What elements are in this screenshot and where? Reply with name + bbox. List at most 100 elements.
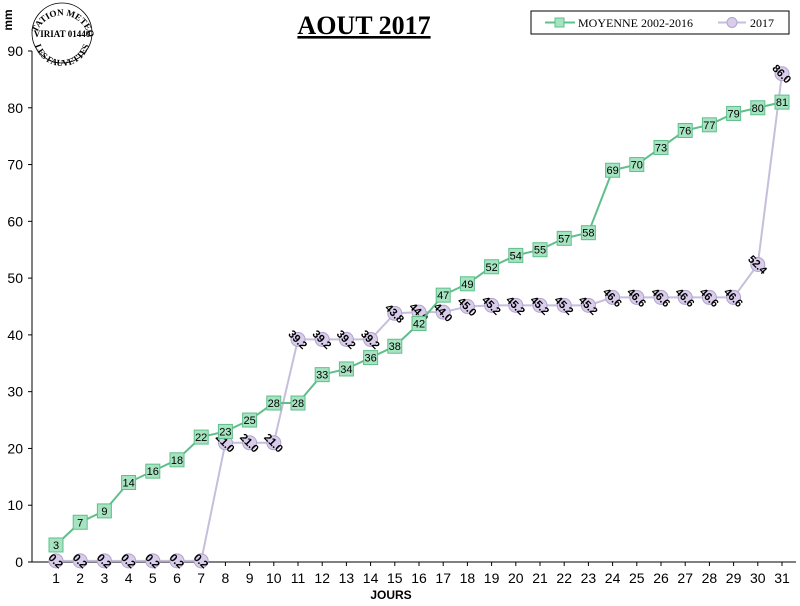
chart-title: AOUT 2017 — [297, 11, 430, 40]
series-2017-data-label: 0.2 — [70, 552, 89, 571]
series-moyenne-point — [774, 94, 790, 110]
series-moyenne-data-label: 73 — [655, 143, 667, 155]
series-2017-data-label: 0.2 — [118, 552, 137, 571]
series-2017-point — [314, 331, 330, 347]
series-moyenne-data-label: 47 — [437, 290, 449, 302]
y-tick-label: 70 — [7, 157, 23, 173]
x-tick-label: 18 — [460, 570, 476, 586]
x-tick-label: 31 — [774, 570, 790, 586]
series-2017-point — [556, 297, 572, 313]
series-2017-point — [48, 553, 64, 569]
series-2017-data-label: 45.2 — [552, 294, 576, 318]
series-2017-data-label: 46.6 — [624, 286, 648, 310]
series-2017-point — [242, 435, 258, 451]
y-tick-label: 30 — [7, 384, 23, 400]
series-2017-data-label: 52.4 — [745, 253, 769, 277]
series-moyenne-point — [459, 276, 475, 292]
x-tick-label: 11 — [291, 570, 306, 586]
series-2017-data-label: 46.6 — [600, 286, 624, 310]
y-ticks: 0 10 20 30 40 50 60 70 80 90 — [7, 43, 32, 570]
series-moyenne-data-label: 55 — [534, 245, 546, 257]
series-moyenne-point — [580, 225, 596, 241]
series-moyenne-point — [750, 100, 766, 116]
series-moyenne-point — [48, 537, 64, 553]
series-moyenne-data-label: 23 — [219, 426, 231, 438]
series-2017-data-label: 0.2 — [167, 552, 186, 571]
x-tick-label: 19 — [484, 570, 500, 586]
legend: MOYENNE 2002-2016 2017 — [530, 10, 790, 35]
x-tick-label: 3 — [101, 570, 109, 586]
series-moyenne-point — [677, 122, 693, 138]
series-moyenne-point — [605, 162, 621, 178]
series-2017-data-label: 21.0 — [261, 432, 285, 456]
legend-marker-avg — [554, 17, 565, 28]
series-moyenne-point — [242, 412, 258, 428]
series-moyenne-data-label: 77 — [703, 120, 715, 132]
y-axis-label: mm — [1, 9, 15, 30]
series-moyenne-data-label: 14 — [122, 478, 134, 490]
x-tick-label: 6 — [173, 570, 181, 586]
legend-marker-2017 — [726, 17, 738, 28]
x-tick-label: 17 — [435, 570, 451, 586]
series-moyenne-data-label: 49 — [461, 279, 473, 291]
series-moyenne-data-label: 42 — [413, 319, 425, 331]
x-tick-label: 7 — [197, 570, 205, 586]
series-2017-data-label: 0.2 — [142, 552, 161, 571]
series-moyenne-data-label: 9 — [101, 506, 107, 518]
series-2017-data-label: 0.2 — [94, 552, 113, 571]
series-moyenne-point — [653, 140, 669, 156]
series-moyenne-data-label: 79 — [727, 108, 739, 120]
series-moyenne-data-label: 69 — [606, 165, 618, 177]
series-moyenne-data-label: 57 — [558, 233, 570, 245]
x-tick-label: 4 — [125, 570, 133, 586]
series-moyenne-data-label: 58 — [582, 228, 594, 240]
series-moyenne-point — [193, 429, 209, 445]
y-tick-label: 10 — [7, 497, 23, 513]
series-moyenne-point — [726, 105, 742, 121]
series-2017-point — [580, 297, 596, 313]
series-2017-data-label: 45.2 — [503, 294, 527, 318]
stamp-middle-text: VIRIAT 01440 — [34, 29, 91, 39]
series-2017-point — [459, 299, 475, 314]
series-2017-point — [750, 256, 766, 272]
x-axis-label: JOURS — [370, 588, 411, 602]
legend-label-avg: MOYENNE 2002-2016 — [578, 16, 693, 30]
series-moyenne-data-label: 76 — [679, 125, 691, 137]
series-2017-point — [774, 66, 790, 82]
series-2017-point — [338, 331, 354, 347]
x-tick-label: 10 — [266, 570, 282, 586]
series-2017-data-label: 46.6 — [697, 286, 721, 310]
series-2017-point — [193, 553, 209, 569]
series-2017-point — [290, 331, 306, 347]
series-moyenne-point — [411, 316, 427, 332]
series-2017-point — [677, 289, 693, 305]
series-2017-data-label: 46.6 — [673, 286, 697, 310]
y-tick-label: 50 — [7, 270, 23, 286]
series-moyenne-point — [338, 361, 354, 377]
series-2017-data-label: 86.0 — [769, 63, 793, 87]
y-tick-label: 60 — [7, 213, 23, 229]
series-2017-data-label: 21.0 — [237, 432, 261, 456]
x-tick-label: 25 — [629, 570, 645, 586]
series-moyenne-point — [629, 157, 645, 173]
x-tick-label: 5 — [149, 570, 157, 586]
x-tick-label: 22 — [556, 570, 572, 586]
x-tick-label: 23 — [581, 570, 597, 586]
series-moyenne-point — [435, 287, 451, 303]
series-moyenne-data-label: 3 — [53, 540, 59, 552]
series-moyenne-data-label: 52 — [485, 262, 497, 274]
x-tick-label: 1 — [52, 570, 60, 586]
y-tick-label: 0 — [15, 554, 23, 570]
x-tick-label: 14 — [363, 570, 379, 586]
series-moyenne-point — [145, 463, 161, 479]
series-moyenne-data-label: 80 — [752, 103, 764, 115]
x-ticks: 1 2 3 4 5 6 7 8 9 10 11 12 13 14 15 16 17 18 19 20 21 22 23 24 2… — [52, 562, 790, 586]
series-moyenne-point — [121, 475, 137, 491]
series-moyenne-data-label: 54 — [510, 250, 522, 262]
series-2017-point — [72, 553, 88, 569]
x-tick-label: 24 — [605, 570, 621, 586]
x-tick-label: 15 — [387, 570, 403, 586]
legend-box — [530, 10, 790, 35]
series-2017-point — [435, 304, 451, 320]
y-tick-label: 20 — [7, 440, 23, 456]
